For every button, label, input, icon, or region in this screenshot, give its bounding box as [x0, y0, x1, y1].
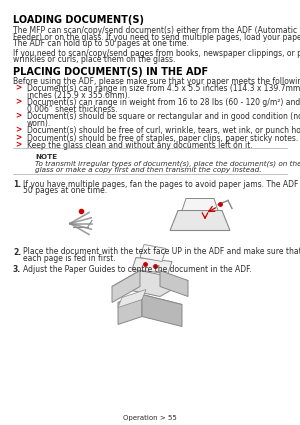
- Text: PLACING DOCUMENT(S) IN THE ADF: PLACING DOCUMENT(S) IN THE ADF: [13, 66, 208, 76]
- Text: 2.: 2.: [13, 247, 21, 257]
- Text: >: >: [15, 111, 21, 121]
- Polygon shape: [118, 289, 146, 308]
- Polygon shape: [170, 210, 230, 230]
- Text: >: >: [15, 133, 21, 142]
- Polygon shape: [140, 244, 166, 261]
- Text: >: >: [15, 125, 21, 134]
- Polygon shape: [112, 270, 140, 303]
- Text: Before using the ADF, please make sure that your paper meets the following speci: Before using the ADF, please make sure t…: [13, 76, 300, 85]
- Text: >: >: [15, 141, 21, 150]
- Text: Document(s) should be free of staples, paper clips, paper sticky notes.: Document(s) should be free of staples, p…: [27, 133, 298, 142]
- Text: Operation > 55: Operation > 55: [123, 415, 177, 421]
- Text: glass or make a copy first and then transmit the copy instead.: glass or make a copy first and then tran…: [35, 167, 262, 173]
- Polygon shape: [142, 295, 182, 326]
- Text: 50 pages at one time.: 50 pages at one time.: [23, 186, 107, 195]
- Text: The ADF can hold up to 50 pages at one time.: The ADF can hold up to 50 pages at one t…: [13, 39, 189, 48]
- Text: >: >: [15, 83, 21, 93]
- Text: worn).: worn).: [27, 119, 51, 128]
- Text: Document(s) should be free of curl, wrinkle, tears, wet ink, or punch holes.: Document(s) should be free of curl, wrin…: [27, 126, 300, 135]
- Text: Keep the glass clean and without any documents left on it.: Keep the glass clean and without any doc…: [27, 141, 253, 150]
- Text: Document(s) should be square or rectangular and in good condition (not fragile o: Document(s) should be square or rectangu…: [27, 112, 300, 121]
- Text: To transmit irregular types of document(s), place the document(s) on the: To transmit irregular types of document(…: [35, 161, 300, 167]
- Polygon shape: [118, 295, 142, 325]
- Text: NOTE: NOTE: [35, 153, 57, 159]
- Text: Document(s) can range in size from 4.5 x 5.5 inches (114.3 x 139.7mm) to 8.5 x 1: Document(s) can range in size from 4.5 x…: [27, 84, 300, 93]
- Text: >: >: [15, 97, 21, 107]
- Text: 3.: 3.: [13, 264, 21, 274]
- Polygon shape: [182, 198, 218, 210]
- Text: wrinkles or curls, place them on the glass.: wrinkles or curls, place them on the gla…: [13, 55, 175, 64]
- Polygon shape: [118, 295, 182, 312]
- Text: inches (215.9 x 355.6mm).: inches (215.9 x 355.6mm).: [27, 91, 130, 99]
- Polygon shape: [132, 258, 172, 274]
- Text: The MFP can scan/copy/send document(s) either from the ADF (Automatic Document: The MFP can scan/copy/send document(s) e…: [13, 26, 300, 35]
- Text: Place the document with the text face UP in the ADF and make sure that the top o: Place the document with the text face UP…: [23, 247, 300, 257]
- Text: 0.006” sheet thickness.: 0.006” sheet thickness.: [27, 105, 118, 113]
- Text: Feeder) or on the glass. If you need to send multiple pages, load your papers in: Feeder) or on the glass. If you need to …: [13, 32, 300, 42]
- Text: If you need to scan/copy/send pages from books, newspaper clippings, or paper wi: If you need to scan/copy/send pages from…: [13, 48, 300, 57]
- Text: If you have multiple pages, fan the pages to avoid paper jams. The ADF holds up : If you have multiple pages, fan the page…: [23, 179, 300, 189]
- Text: Document(s) can range in weight from 16 to 28 lbs (60 - 120 g/m²) and 0.002” to: Document(s) can range in weight from 16 …: [27, 98, 300, 107]
- Text: each page is fed in first.: each page is fed in first.: [23, 254, 116, 263]
- Polygon shape: [112, 270, 188, 297]
- Text: LOADING DOCUMENT(S): LOADING DOCUMENT(S): [13, 15, 144, 25]
- Text: Adjust the Paper Guides to centre the document in the ADF.: Adjust the Paper Guides to centre the do…: [23, 264, 252, 274]
- Text: 1.: 1.: [13, 179, 21, 189]
- Polygon shape: [160, 270, 188, 297]
